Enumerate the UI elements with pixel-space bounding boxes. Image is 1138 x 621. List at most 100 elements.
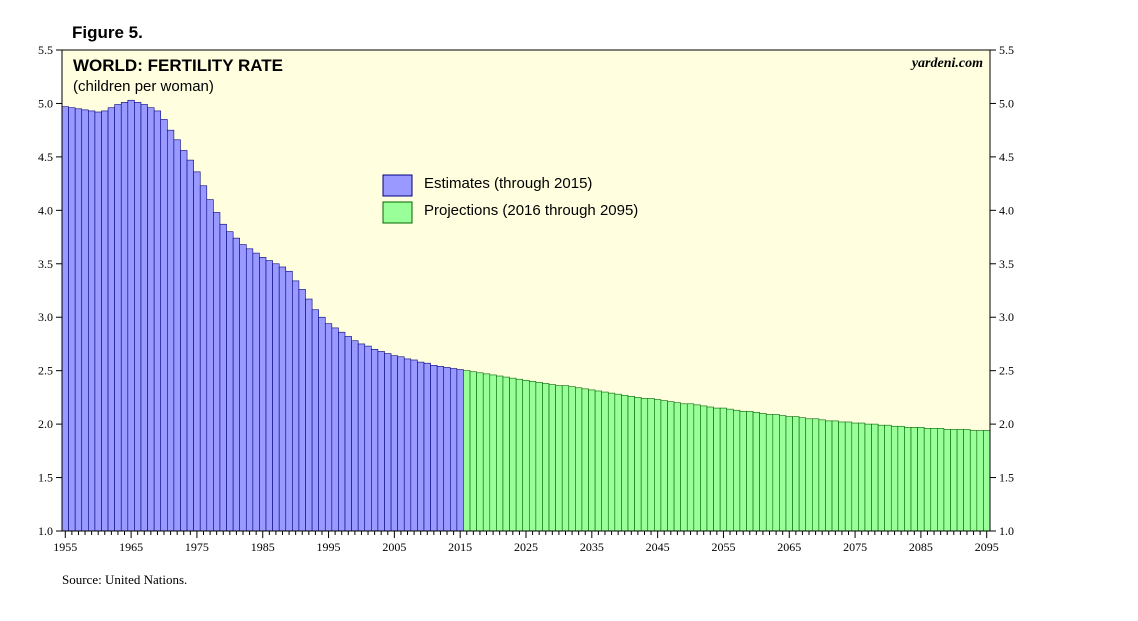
y-tick-label-left-3.0: 3.0 bbox=[38, 310, 53, 324]
bar-projection-2032 bbox=[568, 386, 576, 532]
bar-projection-2068 bbox=[805, 418, 813, 532]
bar-projection-2042 bbox=[634, 397, 642, 532]
y-tick-label-right-5.5: 5.5 bbox=[999, 43, 1014, 57]
bar-projection-2052 bbox=[700, 405, 708, 532]
bar-projection-2033 bbox=[575, 387, 583, 532]
bar-projection-2059 bbox=[746, 410, 754, 532]
bar-projection-2070 bbox=[818, 419, 826, 532]
bar-estimate-2003 bbox=[377, 351, 385, 532]
bar-projection-2064 bbox=[779, 415, 787, 532]
bar-estimate-1981 bbox=[232, 237, 240, 532]
legend-label-estimates: Estimates (through 2015) bbox=[424, 175, 592, 192]
bar-projection-2018 bbox=[476, 372, 484, 532]
bar-estimate-1961 bbox=[101, 110, 109, 532]
bar-projection-2080 bbox=[884, 424, 892, 532]
legend-swatch-estimates bbox=[382, 174, 413, 197]
bar-projection-2035 bbox=[588, 389, 596, 532]
y-tick-label-left-2.0: 2.0 bbox=[38, 417, 53, 431]
y-tick-label-right-4.0: 4.0 bbox=[999, 203, 1014, 217]
bar-projection-2063 bbox=[772, 414, 780, 532]
bar-projection-2029 bbox=[548, 384, 556, 532]
bar-projection-2058 bbox=[739, 410, 747, 532]
bar-projection-2056 bbox=[726, 408, 734, 532]
x-tick-label-1995: 1995 bbox=[317, 540, 341, 554]
bar-projection-2069 bbox=[811, 418, 820, 532]
bar-projection-2089 bbox=[943, 429, 951, 532]
bar-estimate-1955 bbox=[61, 106, 69, 532]
bar-estimate-1971 bbox=[167, 129, 175, 532]
bar-projection-2067 bbox=[798, 417, 807, 532]
bar-projection-2017 bbox=[469, 371, 477, 532]
x-tick-label-1975: 1975 bbox=[185, 540, 209, 554]
bar-projection-2028 bbox=[542, 383, 550, 532]
bar-estimate-1998 bbox=[344, 336, 352, 532]
figure-label: Figure 5. bbox=[72, 23, 143, 42]
x-tick-label-1955: 1955 bbox=[53, 540, 77, 554]
y-tick-label-left-4.0: 4.0 bbox=[38, 203, 53, 217]
bar-projection-2044 bbox=[647, 398, 655, 532]
y-tick-label-right-1.5: 1.5 bbox=[999, 471, 1014, 485]
bar-projection-2074 bbox=[844, 421, 853, 532]
bar-estimate-1993 bbox=[311, 309, 319, 532]
bar-projection-2088 bbox=[937, 428, 945, 532]
bar-estimate-1988 bbox=[278, 266, 287, 532]
bar-projection-2086 bbox=[923, 428, 932, 532]
bar-estimate-1967 bbox=[140, 104, 148, 532]
x-tick-label-2045: 2045 bbox=[646, 540, 670, 554]
y-tick-label-right-1.0: 1.0 bbox=[999, 524, 1014, 538]
bar-estimate-1991 bbox=[298, 289, 306, 532]
bar-projection-2071 bbox=[825, 420, 833, 532]
bar-estimate-1973 bbox=[180, 150, 188, 532]
bar-projection-2023 bbox=[509, 377, 517, 532]
bar-estimate-1994 bbox=[318, 316, 326, 532]
bar-estimate-1970 bbox=[160, 119, 168, 532]
bar-projection-2024 bbox=[515, 378, 524, 532]
bar-estimate-2012 bbox=[436, 366, 445, 532]
bar-projection-2075 bbox=[851, 422, 859, 532]
bar-estimate-1966 bbox=[134, 102, 142, 532]
x-tick-label-2015: 2015 bbox=[448, 540, 472, 554]
bar-estimate-1963 bbox=[114, 104, 122, 532]
bar-projection-2093 bbox=[969, 430, 978, 532]
bar-estimate-1964 bbox=[120, 102, 129, 532]
bar-projection-2053 bbox=[706, 406, 714, 532]
bar-projection-2038 bbox=[607, 392, 616, 532]
bar-projection-2046 bbox=[660, 400, 668, 532]
x-tick-label-2005: 2005 bbox=[382, 540, 406, 554]
bar-projection-2084 bbox=[910, 427, 918, 532]
bar-estimate-1958 bbox=[81, 109, 89, 532]
bar-projection-2094 bbox=[976, 430, 984, 532]
bar-estimate-1978 bbox=[213, 212, 221, 532]
bar-estimate-1980 bbox=[226, 231, 234, 532]
y-tick-label-right-3.0: 3.0 bbox=[999, 310, 1014, 324]
bar-projection-2085 bbox=[917, 427, 925, 532]
bar-estimate-2015 bbox=[456, 369, 464, 532]
bar-projection-2076 bbox=[858, 422, 866, 532]
bar-projection-2079 bbox=[877, 424, 885, 532]
bar-projection-2062 bbox=[765, 414, 774, 532]
bar-projection-2061 bbox=[759, 413, 767, 532]
y-tick-label-left-5.5: 5.5 bbox=[38, 43, 53, 57]
bar-projection-2092 bbox=[963, 429, 971, 532]
chart-title: WORLD: FERTILITY RATE bbox=[73, 56, 283, 75]
bar-estimate-1990 bbox=[292, 280, 300, 532]
bar-estimate-1962 bbox=[107, 107, 115, 532]
bar-estimate-1982 bbox=[239, 244, 247, 532]
bar-estimate-1984 bbox=[252, 252, 260, 532]
bar-estimate-1956 bbox=[68, 107, 76, 532]
y-tick-label-right-3.5: 3.5 bbox=[999, 257, 1014, 271]
x-tick-label-1965: 1965 bbox=[119, 540, 143, 554]
x-tick-label-2035: 2035 bbox=[580, 540, 604, 554]
bar-estimate-1976 bbox=[199, 185, 208, 532]
bar-projection-2020 bbox=[489, 374, 497, 532]
y-tick-label-right-2.5: 2.5 bbox=[999, 364, 1014, 378]
y-tick-label-left-1.5: 1.5 bbox=[38, 471, 53, 485]
bar-projection-2043 bbox=[640, 398, 649, 532]
x-tick-label-2025: 2025 bbox=[514, 540, 538, 554]
bar-projection-2081 bbox=[890, 425, 899, 532]
y-tick-label-right-2.0: 2.0 bbox=[999, 417, 1014, 431]
bar-estimate-2014 bbox=[450, 368, 458, 532]
bar-projection-2073 bbox=[838, 421, 846, 532]
bar-estimate-2004 bbox=[384, 353, 392, 532]
bar-estimate-2007 bbox=[403, 358, 412, 532]
